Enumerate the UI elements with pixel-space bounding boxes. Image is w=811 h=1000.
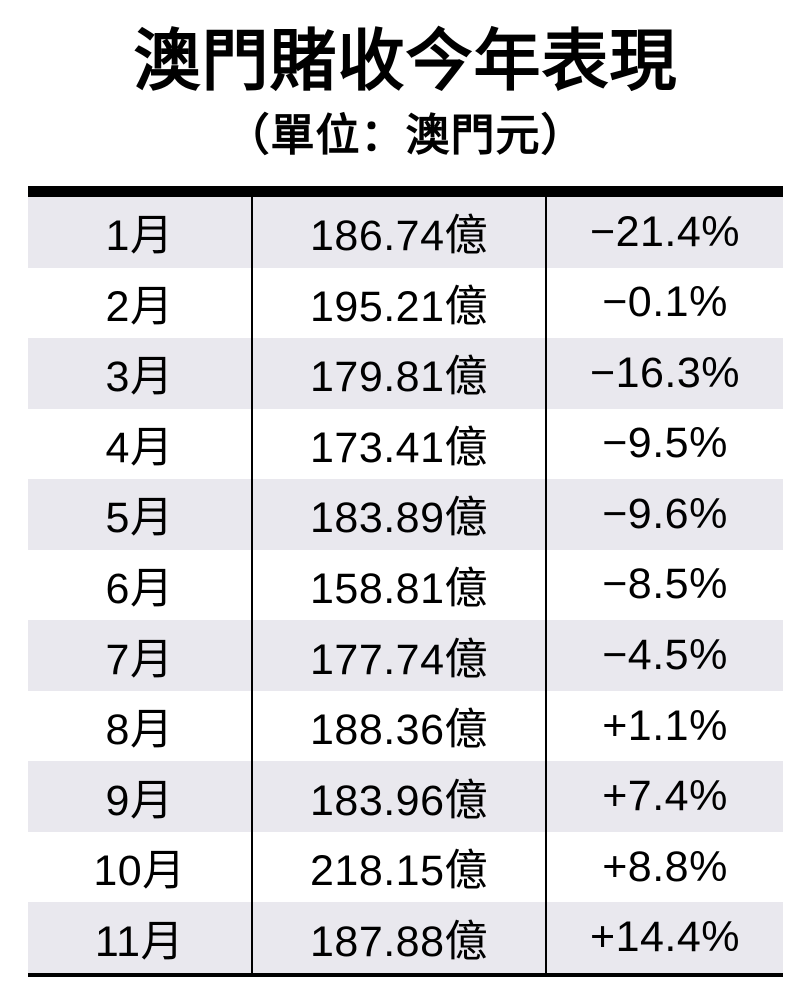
change-cell: −8.5% <box>602 560 728 609</box>
table-row: 11月 187.88億 +14.4% <box>28 902 783 973</box>
revenue-cell: 158.81億 <box>251 549 547 621</box>
table-row: 2月 195.21億 −0.1% <box>28 267 783 339</box>
unit-subtitle: （單位：澳門元） <box>225 111 586 160</box>
table-row: 4月 173.41億 −9.5% <box>28 408 783 480</box>
revenue-cell: 186.74億 <box>251 197 547 268</box>
month-cell: 9月 <box>105 776 174 825</box>
change-cell: −16.3% <box>589 348 741 397</box>
change-cell: −0.1% <box>602 278 728 327</box>
change-cell: +7.4% <box>602 772 728 821</box>
revenue-cell: 183.96億 <box>251 761 547 832</box>
month-cell: 1月 <box>105 212 174 261</box>
change-cell: −21.4% <box>589 207 741 256</box>
table-row: 8月 188.36億 +1.1% <box>28 690 783 762</box>
change-cell: −4.5% <box>602 631 728 680</box>
change-cell: +8.8% <box>602 842 728 891</box>
month-cell: 5月 <box>105 494 174 543</box>
revenue-cell: 183.89億 <box>251 479 547 550</box>
month-cell: 8月 <box>105 706 174 755</box>
table-row: 1月 186.74億 −21.4% <box>28 197 783 268</box>
revenue-cell: 218.15億 <box>251 831 547 903</box>
revenue-cell: 173.41億 <box>251 408 547 480</box>
change-cell: −9.5% <box>602 419 728 468</box>
table-row: 10月 218.15億 +8.8% <box>28 831 783 903</box>
revenue-cell: 177.74億 <box>251 620 547 691</box>
change-cell: +14.4% <box>589 913 741 962</box>
month-cell: 10月 <box>93 847 186 896</box>
month-cell: 6月 <box>105 564 174 613</box>
table-row: 9月 183.96億 +7.4% <box>28 761 783 832</box>
revenue-table: 1月 186.74億 −21.4% 2月 195.21億 −0.1% 3月 17… <box>28 186 783 977</box>
revenue-cell: 179.81億 <box>251 338 547 409</box>
revenue-cell: 195.21億 <box>251 267 547 339</box>
month-cell: 11月 <box>94 917 185 966</box>
month-cell: 7月 <box>105 635 174 684</box>
table-row: 7月 177.74億 −4.5% <box>28 620 783 691</box>
table-row: 3月 179.81億 −16.3% <box>28 338 783 409</box>
month-cell: 2月 <box>105 282 174 331</box>
table-row: 5月 183.89億 −9.6% <box>28 479 783 550</box>
revenue-cell: 187.88億 <box>251 902 547 973</box>
month-cell: 3月 <box>105 353 174 402</box>
change-cell: −9.6% <box>602 489 728 538</box>
change-cell: +1.1% <box>602 701 728 750</box>
page-title: 澳門賭收今年表現 <box>133 24 678 99</box>
table-row: 6月 158.81億 −8.5% <box>28 549 783 621</box>
month-cell: 4月 <box>105 423 174 472</box>
revenue-cell: 188.36億 <box>251 690 547 762</box>
